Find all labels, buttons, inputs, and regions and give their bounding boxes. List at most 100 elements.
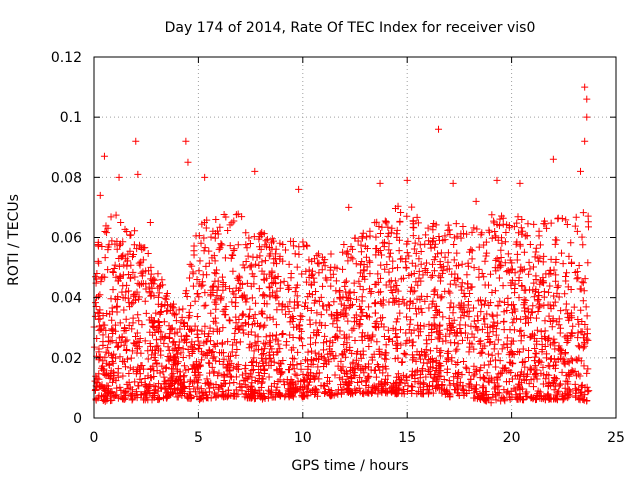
data-point	[425, 356, 433, 364]
data-point	[157, 383, 165, 391]
data-point	[375, 347, 383, 355]
data-point	[400, 386, 408, 394]
data-point	[347, 374, 355, 382]
data-point	[527, 314, 535, 322]
data-point	[295, 185, 303, 193]
data-point	[342, 288, 350, 296]
data-point	[179, 305, 187, 313]
data-point	[206, 388, 214, 396]
data-point	[352, 260, 360, 268]
data-point	[481, 342, 489, 350]
data-point	[197, 348, 205, 356]
data-point	[173, 393, 181, 401]
data-point	[539, 277, 547, 285]
data-point	[531, 353, 539, 361]
data-point	[335, 288, 343, 296]
data-point	[583, 312, 591, 320]
data-point	[175, 306, 183, 314]
data-point	[161, 301, 169, 309]
data-point	[444, 221, 452, 229]
data-point	[222, 302, 230, 310]
data-point	[360, 388, 368, 396]
data-point	[378, 378, 386, 386]
data-point	[572, 213, 580, 221]
data-point	[581, 83, 589, 91]
data-point	[497, 369, 505, 377]
data-point	[365, 303, 373, 311]
data-point	[278, 369, 286, 377]
data-point	[234, 361, 242, 369]
data-point	[489, 391, 497, 399]
data-point	[307, 369, 315, 377]
data-point	[96, 353, 104, 361]
data-point	[180, 372, 188, 380]
data-point	[565, 359, 573, 367]
data-point	[493, 176, 501, 184]
data-point	[362, 376, 370, 384]
data-point	[238, 371, 246, 379]
data-point	[226, 285, 234, 293]
data-point	[565, 392, 573, 400]
data-point	[445, 265, 453, 273]
data-point	[210, 317, 218, 325]
data-point	[526, 265, 534, 273]
data-point	[359, 286, 367, 294]
data-point	[389, 257, 397, 265]
data-point	[507, 387, 515, 395]
data-point	[213, 286, 221, 294]
data-point	[141, 375, 149, 383]
data-point	[291, 370, 299, 378]
data-point	[567, 239, 575, 247]
data-point	[133, 349, 141, 357]
data-point	[199, 281, 207, 289]
data-point	[145, 283, 153, 291]
data-point	[494, 302, 502, 310]
data-point	[136, 365, 144, 373]
data-point	[474, 393, 482, 401]
data-point	[379, 363, 387, 371]
data-point	[123, 228, 131, 236]
data-point	[122, 337, 130, 345]
data-point	[475, 337, 483, 345]
data-point	[234, 241, 242, 249]
data-point	[579, 344, 587, 352]
data-point	[309, 386, 317, 394]
data-point	[380, 238, 388, 246]
data-point	[289, 334, 297, 342]
data-point	[194, 337, 202, 345]
data-point	[482, 238, 490, 246]
data-point	[386, 249, 394, 257]
data-point	[118, 253, 126, 261]
data-point	[539, 363, 547, 371]
data-point	[431, 286, 439, 294]
data-point	[473, 225, 481, 233]
data-point	[518, 230, 526, 238]
data-point	[357, 248, 365, 256]
data-point	[182, 331, 190, 339]
data-point	[538, 346, 546, 354]
data-point	[109, 268, 117, 276]
data-point	[255, 362, 263, 370]
data-point	[363, 312, 371, 320]
data-point	[282, 246, 290, 254]
data-point	[492, 331, 500, 339]
data-point	[326, 392, 334, 400]
data-point	[304, 348, 312, 356]
data-point	[399, 295, 407, 303]
data-point	[128, 347, 136, 355]
y-tick-label: 0.1	[60, 110, 82, 126]
data-point	[104, 333, 112, 341]
data-point	[150, 382, 158, 390]
data-point	[192, 360, 200, 368]
data-point	[437, 294, 445, 302]
data-point	[327, 282, 335, 290]
data-point	[241, 381, 249, 389]
data-point	[522, 296, 530, 304]
data-point	[426, 370, 434, 378]
data-point	[580, 396, 588, 404]
data-point	[357, 365, 365, 373]
data-point	[142, 309, 150, 317]
data-point	[240, 291, 248, 299]
data-point	[377, 314, 385, 322]
data-point	[202, 301, 210, 309]
